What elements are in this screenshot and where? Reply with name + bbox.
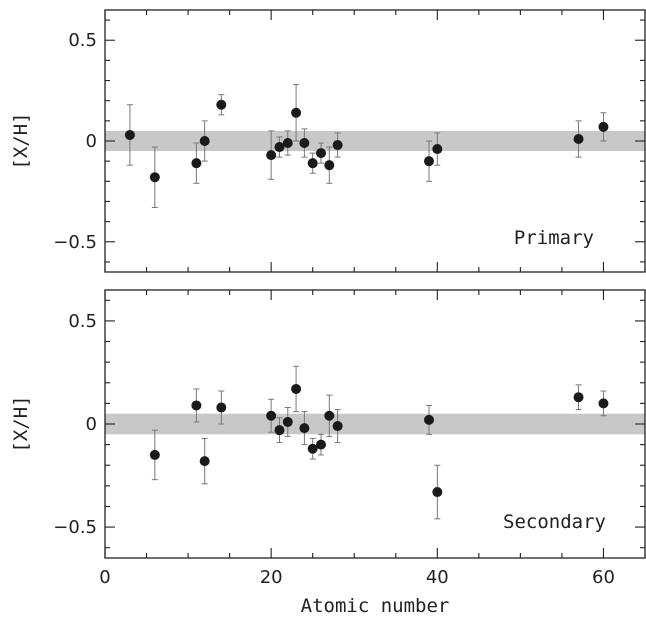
data-marker	[316, 148, 326, 159]
y-tick-label: −0.5	[53, 232, 97, 253]
data-marker	[216, 402, 227, 413]
data-marker	[199, 456, 210, 467]
data-point	[573, 384, 584, 411]
data-marker	[149, 449, 160, 460]
data-marker	[332, 140, 343, 151]
data-marker	[432, 487, 443, 498]
data-marker	[266, 410, 277, 421]
data-point	[332, 409, 343, 444]
data-point	[307, 152, 318, 174]
x-tick-label: 60	[592, 567, 615, 588]
data-point	[573, 120, 584, 158]
data-point	[191, 142, 202, 184]
data-point	[598, 112, 609, 142]
panel-primary-annotation: Primary	[514, 227, 594, 249]
data-point	[216, 94, 227, 116]
data-point	[216, 390, 227, 425]
y-tick-label: 0.5	[68, 30, 97, 51]
solar-band	[105, 413, 645, 435]
data-point	[307, 437, 318, 460]
data-marker	[266, 150, 277, 161]
data-marker	[282, 416, 293, 427]
y-tick-label: 0.5	[68, 311, 97, 332]
data-marker	[573, 392, 584, 403]
data-marker	[199, 136, 210, 146]
data-marker	[324, 410, 335, 421]
data-point	[124, 104, 135, 166]
data-point	[598, 390, 609, 417]
data-point	[274, 417, 285, 444]
data-marker	[598, 121, 609, 132]
data-point	[266, 398, 277, 433]
data-point	[299, 128, 310, 158]
data-point	[424, 404, 434, 435]
data-point	[282, 407, 293, 437]
data-marker	[124, 129, 135, 140]
data-point	[149, 146, 160, 209]
y-tick-label: 0	[86, 131, 97, 152]
data-point	[274, 136, 285, 158]
data-marker	[324, 160, 335, 171]
data-point	[324, 394, 335, 437]
data-marker	[573, 133, 584, 144]
data-point	[324, 146, 335, 184]
data-marker	[307, 158, 318, 169]
data-marker	[191, 158, 202, 169]
data-point	[199, 120, 210, 162]
data-point	[432, 464, 443, 520]
data-point	[291, 84, 302, 142]
data-marker	[432, 144, 443, 155]
y-tick-label: −0.5	[53, 517, 97, 538]
panel-secondary: −0.5 0 0.5 0 20 40 60 Secondary [X/H] Atomic n…	[10, 289, 646, 617]
data-marker	[149, 172, 160, 183]
data-point	[432, 132, 443, 166]
panel-secondary-annotation: Secondary	[503, 511, 606, 533]
x-tick-label: 0	[99, 567, 110, 588]
data-point	[266, 130, 277, 180]
solar-band	[105, 130, 645, 152]
panel-primary-ylabel: [X/H]	[10, 112, 32, 169]
data-point	[199, 437, 210, 485]
x-axis-label: Atomic number	[301, 595, 450, 617]
data-point	[149, 429, 160, 481]
data-point	[282, 130, 293, 156]
data-marker	[191, 400, 202, 411]
data-marker	[216, 99, 227, 110]
data-marker	[299, 138, 310, 149]
data-marker	[316, 439, 326, 450]
x-tick-label: 40	[426, 567, 449, 588]
data-point	[299, 411, 310, 446]
data-marker	[307, 443, 318, 454]
y-tick-label: 0	[86, 414, 97, 435]
data-marker	[424, 156, 434, 167]
data-point	[316, 142, 326, 164]
data-marker	[598, 398, 609, 409]
data-point	[316, 433, 326, 456]
data-point	[191, 388, 202, 423]
data-marker	[424, 414, 434, 425]
data-point	[424, 140, 434, 182]
data-marker	[299, 423, 310, 434]
panel-secondary-ylabel: [X/H]	[10, 395, 32, 452]
data-point	[291, 365, 302, 413]
data-marker	[274, 425, 285, 436]
panel-primary: −0.5 0 0.5 Primary [X/H]	[10, 9, 646, 273]
data-marker	[291, 107, 302, 118]
data-point	[332, 132, 343, 158]
data-marker	[282, 138, 293, 149]
data-marker	[291, 383, 302, 394]
data-marker	[332, 421, 343, 432]
data-marker	[274, 142, 285, 153]
x-tick-label: 20	[260, 567, 283, 588]
